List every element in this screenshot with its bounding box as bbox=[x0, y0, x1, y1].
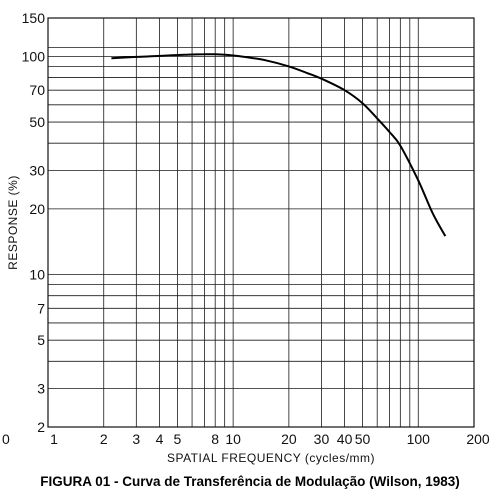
x-tick-label: 8 bbox=[211, 431, 219, 447]
grid-lines bbox=[47, 17, 475, 428]
x-tick-label: 1 bbox=[50, 431, 58, 447]
x-tick-label: 200 bbox=[466, 431, 490, 447]
series-layer bbox=[111, 53, 447, 237]
y-tick-label: 100 bbox=[22, 48, 46, 64]
plot-frame bbox=[47, 17, 475, 428]
y-tick-label: 50 bbox=[29, 114, 45, 130]
stray-x-label: 0 bbox=[2, 431, 10, 447]
x-tick-label: 4 bbox=[156, 431, 164, 447]
y-tick-label: 5 bbox=[37, 332, 45, 348]
y-tick-labels: 2 3 5 7 10 20 30 50 70 100 150 bbox=[22, 10, 46, 435]
x-tick-label: 50 bbox=[355, 431, 371, 447]
x-tick-label: 30 bbox=[314, 431, 330, 447]
x-tick-label: 100 bbox=[407, 431, 431, 447]
y-tick-label: 20 bbox=[29, 201, 45, 217]
x-tick-label: 10 bbox=[225, 431, 241, 447]
y-tick-label: 2 bbox=[37, 419, 45, 435]
y-tick-label: 7 bbox=[37, 300, 45, 316]
x-tick-label: 3 bbox=[132, 431, 140, 447]
x-tick-label: 2 bbox=[100, 431, 108, 447]
x-tick-label: 40 bbox=[337, 431, 353, 447]
y-axis-title: RESPONSE (%) bbox=[6, 175, 20, 270]
y-tick-label: 30 bbox=[29, 162, 45, 178]
x-tick-label: 20 bbox=[281, 431, 297, 447]
y-tick-label: 3 bbox=[37, 381, 45, 397]
x-tick-labels: 1 2 3 4 5 8 10 20 30 40 50 100 200 bbox=[50, 431, 490, 447]
mtf-curve-line bbox=[111, 53, 447, 237]
x-tick-label: 5 bbox=[174, 431, 182, 447]
x-axis-title: SPATIAL FREQUENCY (cycles/mm) bbox=[167, 451, 375, 465]
y-tick-label: 150 bbox=[22, 10, 46, 26]
figure-caption: FIGURA 01 - Curva de Transferência de Mo… bbox=[40, 474, 460, 489]
y-tick-label: 10 bbox=[29, 267, 45, 283]
y-tick-label: 70 bbox=[29, 82, 45, 98]
